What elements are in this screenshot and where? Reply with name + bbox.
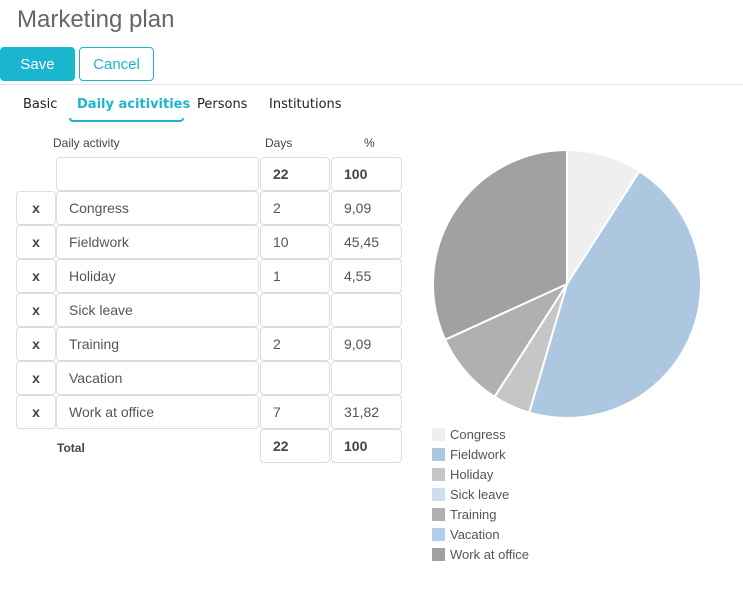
tab-basic[interactable]: Basic bbox=[23, 97, 58, 112]
legend-item: Fieldwork bbox=[432, 444, 529, 464]
legend-swatch bbox=[432, 487, 445, 501]
days-input[interactable]: 7 bbox=[260, 395, 330, 429]
summary-activity-cell bbox=[56, 157, 259, 191]
legend-swatch bbox=[432, 467, 445, 481]
percent-cell bbox=[331, 293, 402, 327]
chart-legend: Congress Fieldwork Holiday Sick leave Traini… bbox=[432, 424, 529, 564]
tab-persons[interactable]: Persons bbox=[197, 97, 248, 112]
activity-input[interactable]: Fieldwork bbox=[56, 225, 259, 259]
legend-item: Training bbox=[432, 504, 529, 524]
percent-cell: 9,09 bbox=[331, 327, 402, 361]
activity-input[interactable]: Work at office bbox=[56, 395, 259, 429]
pie-chart bbox=[432, 148, 702, 419]
legend-item: Holiday bbox=[432, 464, 529, 484]
legend-item: Sick leave bbox=[432, 484, 529, 504]
total-label: Total bbox=[57, 441, 85, 455]
total-percent-cell: 100 bbox=[331, 429, 402, 463]
legend-swatch bbox=[432, 427, 445, 441]
total-days-cell: 22 bbox=[260, 429, 330, 463]
legend-label: Work at office bbox=[450, 546, 529, 562]
days-input[interactable]: 2 bbox=[260, 191, 330, 225]
legend-label: Training bbox=[450, 506, 497, 522]
header-divider bbox=[0, 84, 743, 85]
pie-slice-fieldwork bbox=[528, 169, 702, 419]
legend-swatch bbox=[432, 547, 445, 561]
activity-input[interactable]: Sick leave bbox=[56, 293, 259, 327]
summary-percent-cell: 100 bbox=[331, 157, 402, 191]
percent-cell: 9,09 bbox=[331, 191, 402, 225]
remove-row-button[interactable]: x bbox=[16, 361, 56, 395]
save-button[interactable]: Save bbox=[0, 47, 75, 81]
pie-slice-work-at-office bbox=[432, 148, 568, 341]
remove-row-button[interactable]: x bbox=[16, 395, 56, 429]
legend-item: Congress bbox=[432, 424, 529, 444]
legend-label: Congress bbox=[450, 426, 506, 442]
days-input[interactable]: 1 bbox=[260, 259, 330, 293]
remove-row-button[interactable]: x bbox=[16, 327, 56, 361]
legend-label: Vacation bbox=[450, 526, 500, 542]
remove-row-button[interactable]: x bbox=[16, 225, 56, 259]
tab-institutions[interactable]: Institutions bbox=[269, 97, 342, 112]
legend-label: Fieldwork bbox=[450, 446, 506, 462]
activity-input[interactable]: Congress bbox=[56, 191, 259, 225]
legend-item: Vacation bbox=[432, 524, 529, 544]
days-input[interactable] bbox=[260, 361, 330, 395]
legend-label: Holiday bbox=[450, 466, 494, 482]
activity-input[interactable]: Holiday bbox=[56, 259, 259, 293]
remove-row-button[interactable]: x bbox=[16, 259, 56, 293]
page-title: Marketing plan bbox=[17, 6, 175, 33]
legend-label: Sick leave bbox=[450, 486, 510, 502]
percent-cell bbox=[331, 361, 402, 395]
column-header-days: Days bbox=[265, 136, 293, 150]
percent-cell: 4,55 bbox=[331, 259, 402, 293]
days-input[interactable] bbox=[260, 293, 330, 327]
percent-cell: 31,82 bbox=[331, 395, 402, 429]
legend-item: Work at office bbox=[432, 544, 529, 564]
activity-input[interactable]: Training bbox=[56, 327, 259, 361]
remove-row-button[interactable]: x bbox=[16, 191, 56, 225]
cancel-button[interactable]: Cancel bbox=[79, 47, 154, 81]
summary-days-cell: 22 bbox=[260, 157, 330, 191]
remove-row-button[interactable]: x bbox=[16, 293, 56, 327]
days-input[interactable]: 2 bbox=[260, 327, 330, 361]
legend-swatch bbox=[432, 527, 445, 541]
active-tab-indicator bbox=[69, 118, 184, 122]
activity-input[interactable]: Vacation bbox=[56, 361, 259, 395]
percent-cell: 45,45 bbox=[331, 225, 402, 259]
legend-swatch bbox=[432, 507, 445, 521]
legend-swatch bbox=[432, 447, 445, 461]
tab-daily-activities[interactable]: Daily acitivities bbox=[77, 97, 191, 112]
column-header-activity: Daily activity bbox=[53, 136, 120, 150]
column-header-percent: % bbox=[364, 136, 375, 150]
days-input[interactable]: 10 bbox=[260, 225, 330, 259]
